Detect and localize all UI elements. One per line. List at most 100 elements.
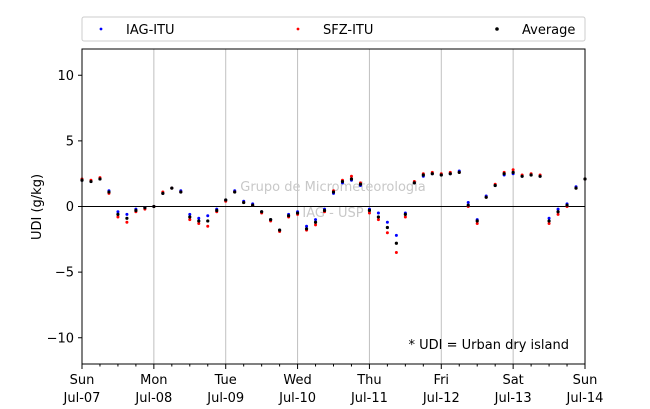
watermark-line-2: IAG - USP bbox=[302, 206, 363, 221]
data-point bbox=[466, 201, 470, 205]
x-tick-label-day: Fri bbox=[434, 373, 450, 388]
data-point bbox=[439, 173, 443, 177]
legend-label-sfz-itu: SFZ-ITU bbox=[323, 23, 373, 38]
watermark-line-1: Grupo de Micrometeorologia bbox=[240, 180, 426, 195]
x-tick-label-date: Jul-10 bbox=[278, 391, 316, 406]
data-point bbox=[421, 173, 425, 177]
data-point bbox=[502, 172, 506, 176]
data-point bbox=[385, 231, 389, 235]
data-point bbox=[403, 215, 407, 219]
data-point bbox=[322, 208, 327, 213]
data-point bbox=[475, 219, 479, 223]
data-point bbox=[403, 212, 407, 216]
data-point bbox=[367, 208, 372, 213]
data-point bbox=[188, 215, 192, 219]
data-point bbox=[547, 219, 551, 223]
x-tick-label-date: Jul-11 bbox=[350, 391, 388, 406]
data-point bbox=[314, 223, 318, 227]
data-point bbox=[224, 198, 228, 202]
x-tick-label-date: Jul-09 bbox=[206, 391, 244, 406]
data-point bbox=[116, 210, 120, 214]
data-point bbox=[340, 179, 345, 184]
data-point bbox=[215, 208, 219, 213]
data-point bbox=[107, 190, 111, 194]
annotation-note: * UDI = Urban dry island bbox=[409, 338, 569, 353]
x-tick-label-date: Jul-08 bbox=[134, 391, 172, 406]
data-point bbox=[484, 195, 488, 199]
watermark: Grupo de Micrometeorologia IAG - USP bbox=[240, 180, 426, 221]
data-point bbox=[376, 218, 380, 222]
data-point bbox=[376, 211, 380, 215]
data-point bbox=[125, 212, 129, 216]
data-point bbox=[125, 220, 129, 224]
data-point bbox=[547, 222, 551, 226]
legend: IAG-ITU SFZ-ITU Average bbox=[81, 16, 586, 42]
data-point bbox=[520, 174, 524, 178]
data-point bbox=[547, 216, 551, 220]
y-tick-label: 0 bbox=[66, 200, 74, 215]
y-tick-label: −5 bbox=[55, 266, 74, 281]
data-point bbox=[394, 250, 398, 254]
y-tick-label: −10 bbox=[47, 331, 74, 346]
data-point bbox=[511, 170, 515, 174]
data-point bbox=[197, 219, 201, 223]
data-point bbox=[170, 186, 174, 190]
x-tick-label-day: Tue bbox=[214, 373, 237, 388]
data-point bbox=[305, 224, 309, 228]
data-point bbox=[251, 203, 255, 207]
data-point bbox=[206, 224, 210, 228]
x-tick-label-day: Mon bbox=[140, 373, 167, 388]
legend-marker-iag-itu bbox=[99, 27, 103, 31]
legend-frame bbox=[81, 16, 586, 42]
data-point bbox=[89, 179, 93, 184]
data-point bbox=[565, 203, 569, 207]
x-tick-label-date: Jul-07 bbox=[63, 391, 101, 406]
data-point bbox=[314, 218, 318, 222]
legend-marker-sfz-itu bbox=[296, 27, 300, 31]
data-point bbox=[385, 225, 389, 230]
data-point bbox=[457, 170, 461, 174]
data-point bbox=[556, 207, 560, 211]
data-point bbox=[376, 215, 381, 219]
data-point bbox=[349, 177, 354, 181]
x-tick-label-day: Sun bbox=[573, 373, 598, 388]
data-point bbox=[493, 183, 497, 188]
y-axis: −10 −5 0 5 10 bbox=[47, 69, 82, 346]
data-point bbox=[412, 181, 416, 185]
x-tick-label-day: Wed bbox=[283, 373, 311, 388]
data-point bbox=[269, 218, 273, 222]
data-point bbox=[152, 204, 156, 209]
data-point bbox=[511, 168, 515, 172]
data-point bbox=[206, 214, 210, 218]
data-point bbox=[188, 212, 192, 216]
x-tick-label-day: Thu bbox=[356, 373, 381, 388]
x-tick-label-day: Sat bbox=[502, 373, 523, 388]
data-point bbox=[466, 203, 470, 207]
data-point bbox=[538, 174, 542, 178]
data-point bbox=[430, 172, 434, 176]
data-point bbox=[98, 177, 102, 181]
data-point bbox=[116, 212, 120, 216]
data-point bbox=[313, 220, 318, 224]
data-point bbox=[574, 186, 578, 190]
data-point bbox=[556, 210, 560, 214]
data-point bbox=[161, 191, 165, 195]
data-point bbox=[143, 206, 147, 210]
data-point bbox=[242, 200, 246, 205]
data-point bbox=[331, 190, 336, 194]
x-tick-label-date: Jul-12 bbox=[422, 391, 460, 406]
data-point bbox=[304, 227, 309, 231]
y-tick-label: 10 bbox=[57, 69, 74, 84]
data-point bbox=[134, 208, 138, 213]
data-point bbox=[349, 174, 353, 178]
data-point bbox=[233, 190, 237, 194]
data-point bbox=[529, 173, 533, 177]
data-point bbox=[385, 220, 389, 224]
legend-label-average: Average bbox=[522, 23, 575, 38]
data-point bbox=[367, 211, 371, 215]
x-tick-label-day: Sun bbox=[70, 373, 95, 388]
y-tick-label: 5 bbox=[66, 134, 74, 149]
data-point bbox=[179, 190, 183, 194]
data-point bbox=[116, 215, 120, 219]
series-layer bbox=[80, 168, 587, 254]
